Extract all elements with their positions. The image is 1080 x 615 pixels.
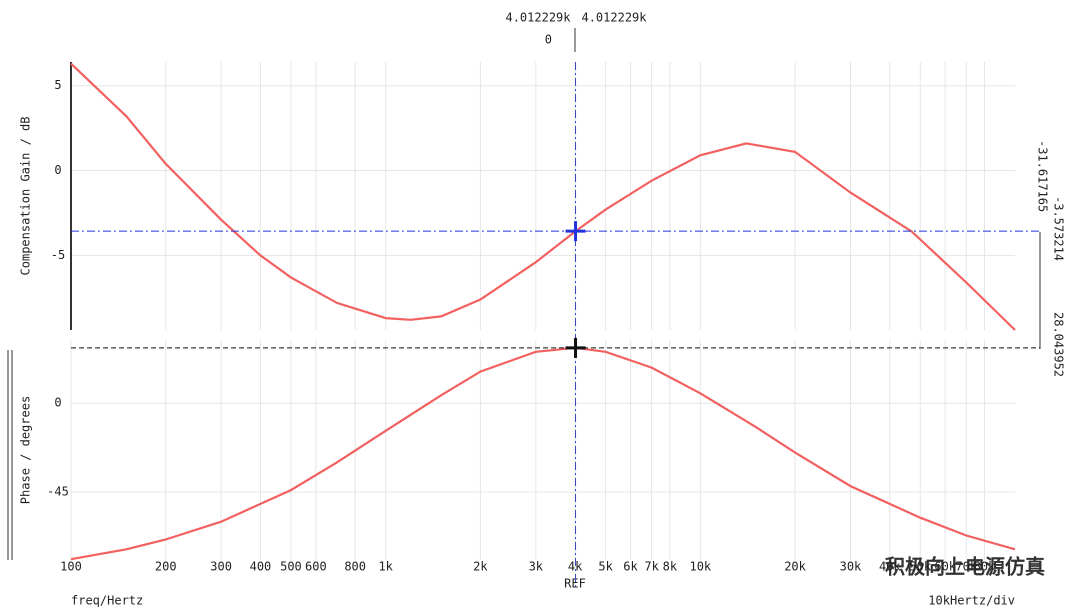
x-axis-label: freq/Hertz: [71, 594, 143, 608]
x-tick-label: 1k: [378, 560, 393, 574]
x-tick-label: 50k: [909, 560, 931, 574]
cursor-cross: [565, 337, 586, 358]
x-tick-label: 600: [305, 560, 327, 574]
x-tick-label: 4k: [568, 560, 583, 574]
x-tick-label: 400: [250, 560, 272, 574]
x-tick-label: 2k: [473, 560, 488, 574]
y-axis-label: Phase / degrees: [19, 396, 33, 504]
cursor-x-label: 4.012229k: [505, 11, 571, 25]
y-tick-label: -45: [47, 485, 69, 499]
x-tick-label: 300: [210, 560, 232, 574]
y-tick-label: 0: [54, 163, 61, 177]
cursor-x-label: 4.012229k: [581, 11, 647, 25]
x-scale-label: 10kHertz/div: [928, 594, 1015, 608]
x-tick-label: 8k: [663, 560, 678, 574]
x-tick-label: 100: [60, 560, 82, 574]
y-tick-label: 5: [54, 78, 61, 92]
watermark: 积极向上电源仿真: [885, 555, 1045, 579]
x-tick-label: 20k: [784, 560, 806, 574]
series-line: [70, 346, 1016, 561]
y-tick-label: -5: [51, 248, 65, 262]
cursor-y-readout: -3.573214: [1052, 196, 1066, 261]
cursor-dx: 0: [545, 33, 552, 47]
cursor-cross: [565, 221, 586, 242]
x-tick-label: 5k: [598, 560, 613, 574]
x-tick-label: 10k: [689, 560, 711, 574]
y-axis-label: Compensation Gain / dB: [19, 117, 33, 276]
x-tick-label: 500: [280, 560, 302, 574]
cursor-y-readout: 28.043952: [1052, 312, 1066, 377]
series-line: [70, 62, 1016, 331]
x-tick-label: 6k: [623, 560, 638, 574]
x-tick-label: 200: [155, 560, 177, 574]
x-tick-label: 60k: [934, 560, 956, 574]
ref-label: REF: [564, 577, 586, 591]
x-tick-label: 3k: [529, 560, 544, 574]
x-tick-label: 80k: [974, 560, 996, 574]
y-tick-label: 0: [54, 396, 61, 410]
x-tick-label: 7k: [644, 560, 659, 574]
cursor-dy: -31.617165: [1036, 140, 1050, 212]
x-tick-label: 800: [344, 560, 366, 574]
x-tick-label: 30k: [840, 560, 862, 574]
x-tick-label: 70k: [955, 560, 977, 574]
x-tick-label: 40k: [879, 560, 901, 574]
